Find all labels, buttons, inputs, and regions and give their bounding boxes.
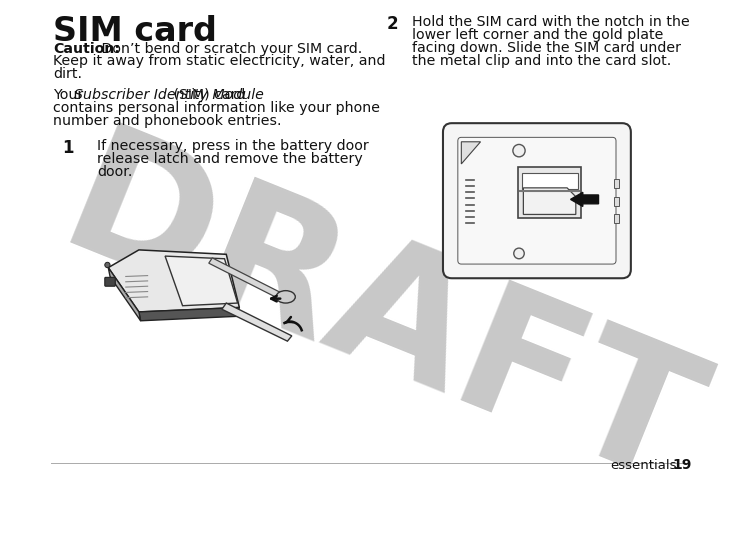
FancyBboxPatch shape <box>443 123 631 278</box>
Ellipse shape <box>276 290 296 303</box>
Bar <box>615 197 619 206</box>
Text: Don’t bend or scratch your SIM card.: Don’t bend or scratch your SIM card. <box>97 42 362 56</box>
Text: the metal clip and into the card slot.: the metal clip and into the card slot. <box>412 54 671 68</box>
Polygon shape <box>461 142 481 164</box>
Text: Your: Your <box>53 88 88 102</box>
Text: number and phonebook entries.: number and phonebook entries. <box>53 114 282 127</box>
Text: (SIM) card: (SIM) card <box>169 88 245 102</box>
FancyBboxPatch shape <box>105 277 115 286</box>
Polygon shape <box>209 258 282 299</box>
Text: SIM card: SIM card <box>53 15 217 48</box>
Bar <box>615 179 619 188</box>
Polygon shape <box>523 188 576 214</box>
Text: facing down. Slide the SIM card under: facing down. Slide the SIM card under <box>412 41 681 55</box>
Text: lower left corner and the gold plate: lower left corner and the gold plate <box>412 28 664 42</box>
Text: 19: 19 <box>673 458 692 472</box>
Circle shape <box>513 144 525 157</box>
Circle shape <box>105 263 110 267</box>
Text: DRAFT: DRAFT <box>39 116 720 526</box>
Text: contains personal information like your phone: contains personal information like your … <box>53 101 380 115</box>
Text: Keep it away from static electricity, water, and: Keep it away from static electricity, wa… <box>53 55 386 68</box>
Polygon shape <box>139 307 240 321</box>
Polygon shape <box>108 250 240 312</box>
Text: essentials: essentials <box>610 459 677 472</box>
Polygon shape <box>108 267 141 321</box>
Text: Subscriber Identity Module: Subscriber Identity Module <box>74 88 264 102</box>
FancyBboxPatch shape <box>458 137 616 264</box>
Bar <box>518 167 581 218</box>
Text: 1: 1 <box>62 139 73 158</box>
Text: 2: 2 <box>386 15 398 33</box>
Text: dirt.: dirt. <box>53 67 82 82</box>
FancyArrow shape <box>571 193 599 206</box>
Polygon shape <box>222 303 292 341</box>
Polygon shape <box>165 256 237 306</box>
Text: release latch and remove the battery: release latch and remove the battery <box>97 152 363 166</box>
Text: If necessary, press in the battery door: If necessary, press in the battery door <box>97 139 369 153</box>
Text: Hold the SIM card with the notch in the: Hold the SIM card with the notch in the <box>412 15 690 29</box>
Circle shape <box>514 248 524 259</box>
Text: Caution:: Caution: <box>53 42 120 56</box>
Bar <box>522 173 578 189</box>
Bar <box>615 214 619 223</box>
Text: door.: door. <box>97 165 132 179</box>
